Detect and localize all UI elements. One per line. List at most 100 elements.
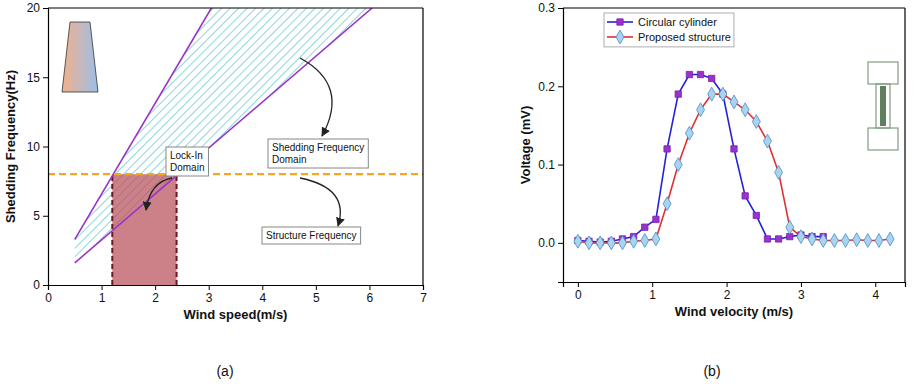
lock-in-annotation-line: Lock-In	[170, 150, 203, 161]
series-point	[797, 230, 805, 244]
series-point	[663, 197, 671, 211]
series-point	[686, 71, 692, 77]
y-axis: 0.0 0.1 0.2 0.3	[538, 1, 563, 282]
x-tick: 6	[367, 285, 374, 305]
lock-in-edge	[176, 174, 178, 285]
x-tick-mark	[369, 285, 370, 290]
series-point	[664, 146, 670, 152]
frame-right	[422, 8, 423, 285]
series-point	[753, 212, 759, 218]
panel: 0 1 2 3 4 0.0 0.1 0.2 0.3 Wind velocity (m/s) Volt…	[518, 1, 906, 379]
y-axis: 0 5 10 15 20	[27, 1, 49, 292]
x-axis-title: Wind velocity (m/s)	[675, 304, 793, 319]
plot-area	[48, 8, 423, 285]
shedding-annotation-text: Shedding FrequencyDomain	[272, 142, 364, 165]
y-tick-label: 10	[27, 140, 41, 154]
x-tick-label: 2	[724, 288, 731, 302]
x-tick-mark	[423, 285, 424, 290]
x-tick-label: 1	[649, 288, 656, 302]
y-tick: 0.0	[538, 236, 563, 250]
y-tick-label: 0.1	[538, 158, 555, 172]
y-tick: 20	[27, 1, 48, 15]
series-point	[618, 236, 626, 250]
x-tick: 0	[45, 285, 52, 305]
legend-marker	[617, 19, 623, 25]
y-tick: 0.3	[538, 1, 563, 15]
legend-label: Proposed structure	[638, 31, 731, 43]
series-point	[752, 115, 760, 129]
frame-right	[904, 8, 905, 282]
x-tick-mark	[727, 282, 728, 287]
frame-top	[48, 7, 423, 8]
y-tick-mark	[43, 147, 48, 148]
series-point	[708, 87, 716, 101]
series-point	[574, 234, 582, 248]
series-point	[697, 71, 703, 77]
x-tick-mark	[652, 282, 653, 287]
inset-part	[868, 128, 898, 150]
y-tick-label: 0.2	[538, 80, 555, 94]
x-tick: 1	[99, 285, 106, 305]
structure-annotation-text: Structure Frequency	[266, 230, 357, 241]
series-point	[607, 236, 615, 250]
y-tick-mark	[558, 86, 563, 87]
shedding-annotation-box	[268, 139, 368, 168]
y-tick-mark	[558, 8, 563, 9]
y-tick-mark	[558, 243, 563, 244]
structure-arrow	[300, 178, 340, 226]
series-point	[786, 220, 794, 234]
structure-annotation: Structure Frequency	[262, 227, 361, 244]
x-tick: 1	[649, 282, 656, 302]
panel: 0123456705101520Wind speed(m/s)Shedding …	[3, 1, 427, 379]
series-point	[842, 234, 850, 248]
series-point	[685, 126, 693, 140]
structure-annotation-box	[262, 227, 361, 244]
y-tick: 0	[33, 278, 48, 292]
y-tick-label: 0.0	[538, 236, 555, 250]
shedding-annotation-line: Shedding Frequency	[272, 142, 364, 153]
x-tick-label: 4	[872, 288, 879, 302]
series-point	[675, 91, 681, 97]
series-point	[742, 193, 748, 199]
inset-icon	[62, 22, 98, 92]
series-line	[75, 8, 372, 263]
x-tick: 5	[313, 285, 320, 305]
series-point	[642, 224, 648, 230]
series-point	[830, 234, 838, 248]
y-axis-title: Voltage (mV)	[518, 106, 533, 185]
caption: (b)	[703, 363, 720, 379]
lock-in-annotation-box	[166, 147, 208, 176]
x-axis-line	[564, 283, 906, 288]
series-point	[674, 158, 682, 172]
series-point	[719, 87, 727, 101]
x-tick-mark	[316, 285, 317, 290]
x-tick-label: 4	[259, 291, 266, 305]
legend-marker	[616, 30, 624, 44]
shedding-annotation: Shedding FrequencyDomain	[268, 139, 368, 168]
series-point	[652, 232, 660, 246]
series-line	[578, 94, 890, 243]
x-tick-mark	[801, 282, 802, 287]
legend-label: Circular cylinder	[638, 16, 717, 28]
lock-in-arrow	[146, 178, 172, 210]
x-tick-label: 6	[367, 291, 374, 305]
y-axis-line	[558, 9, 564, 283]
x-tick-label: 5	[313, 291, 320, 305]
caption: (a)	[216, 363, 233, 379]
lock-in-annotation: Lock-InDomain	[166, 147, 208, 176]
y-tick: 15	[27, 71, 48, 85]
x-tick-mark	[262, 285, 263, 290]
legend-box	[604, 13, 734, 47]
y-tick-label: 5	[33, 209, 40, 223]
plot-area	[574, 71, 894, 249]
x-tick: 2	[724, 282, 731, 302]
series-point	[731, 146, 737, 152]
legend: Circular cylinder Proposed structure	[604, 13, 734, 47]
x-tick-mark	[102, 285, 103, 290]
x-tick-label: 1	[99, 291, 106, 305]
x-tick: 3	[798, 282, 805, 302]
x-tick: 0	[575, 282, 582, 302]
series-point	[585, 236, 593, 250]
series-point	[741, 103, 749, 117]
x-tick-label: 3	[798, 288, 805, 302]
